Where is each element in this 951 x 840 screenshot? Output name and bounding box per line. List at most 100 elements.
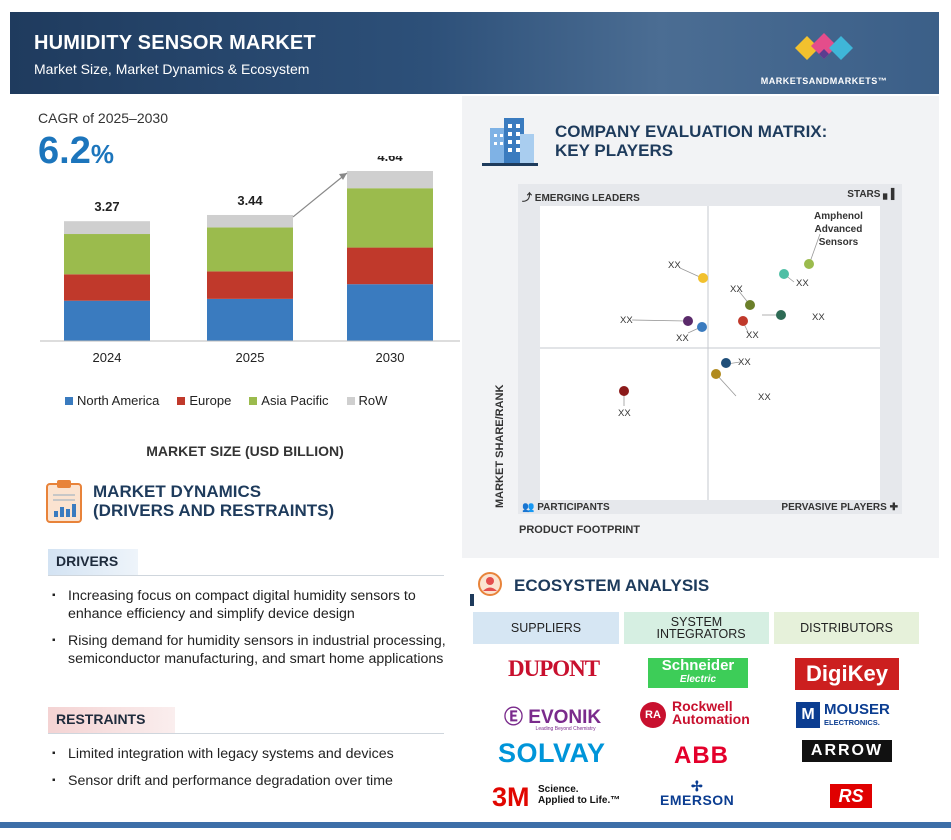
mouser-logo[interactable]: M MOUSER ELECTRONICS. [796, 702, 890, 729]
list-item: Limited integration with legacy systems … [50, 745, 450, 763]
participants-icon: 👥 [522, 502, 535, 513]
bar-chart-icon: ▖▌ [883, 189, 898, 200]
point-label: XX [676, 333, 689, 344]
legend-label: North America [77, 393, 160, 408]
page-subtitle: Market Size, Market Dynamics & Ecosystem [34, 61, 310, 77]
page-title: HUMIDITY SENSOR MARKET [34, 32, 316, 54]
company-evaluation-panel: COMPANY EVALUATION MATRIX: KEY PLAYERS ⤴… [462, 96, 939, 558]
bar-segment [207, 214, 293, 228]
point-label: XX [758, 392, 771, 403]
matrix-point[interactable] [721, 358, 731, 368]
legend-swatch [249, 396, 258, 405]
chart-title: MARKET SIZE (USD BILLION) [146, 443, 344, 459]
evonik-mark-icon: Ⓔ [504, 707, 524, 728]
legend-item: Europe [177, 393, 231, 408]
ecosystem-icon [470, 572, 502, 606]
bar-segment [347, 247, 433, 285]
legend-item: Asia Pacific [249, 393, 329, 408]
matrix-point[interactable] [683, 316, 693, 326]
logo-diamonds-icon [795, 33, 853, 60]
legend-swatch [65, 396, 73, 405]
bar-segment [64, 221, 150, 235]
emerging-leaders-icon: ⤴ [522, 193, 532, 204]
solvay-logo[interactable]: SOLVAY [498, 738, 606, 768]
quadrant-stars: STARS ▖▌ [847, 189, 898, 200]
matrix-point[interactable] [711, 369, 721, 379]
rockwell-automation-logo[interactable]: RA Rockwell Automation [640, 699, 750, 728]
legend-item: North America [65, 393, 159, 408]
dynamics-title: MARKET DYNAMICS (DRIVERS AND RESTRAINTS) [93, 482, 335, 520]
restraints-label: RESTRAINTS [48, 707, 175, 733]
dupont-logo[interactable]: DUPONT [508, 656, 600, 681]
matrix-point[interactable] [779, 269, 789, 279]
highlighted-company-label: Amphenol Advanced Sensors [814, 211, 863, 248]
bar-total-label: 3.44 [237, 193, 263, 208]
bar-segment [207, 227, 293, 272]
evaluation-matrix: ⤴ EMERGING LEADERS STARS ▖▌ 👥 PARTICIPAN… [518, 184, 902, 514]
legend-swatch [346, 396, 355, 405]
3m-logo[interactable]: 3M Science. Applied to Life.™ [492, 782, 621, 812]
matrix-point[interactable] [738, 316, 748, 326]
bar-segment [207, 298, 293, 341]
schneider-electric-logo[interactable]: Schneider Electric [648, 658, 748, 688]
mouser-mark-icon: M [796, 702, 820, 728]
list-item: Sensor drift and performance degradation… [50, 772, 450, 790]
cagr-value: 6.2% [38, 130, 114, 172]
bar-segment [64, 300, 150, 341]
legend-label: RoW [358, 393, 388, 408]
restraints-divider [48, 733, 444, 734]
distributors-header: DISTRIBUTORS [774, 612, 919, 644]
matrix-point[interactable] [698, 273, 708, 283]
market-size-chart: 3.27 2024 3.44 2025 4.64 2030 [40, 156, 460, 365]
matrix-point[interactable] [619, 386, 629, 396]
legend-item: RoW [346, 393, 388, 408]
x-tick-label: 2030 [376, 350, 405, 365]
rs-logo[interactable]: RS [830, 784, 872, 808]
matrix-point[interactable] [776, 310, 786, 320]
quadrant-pervasive-players: PERVASIVE PLAYERS ✚ [781, 502, 898, 513]
quadrant-emerging-leaders: ⤴ EMERGING LEADERS [522, 193, 640, 204]
matrix-point[interactable] [745, 300, 755, 310]
point-label: XX [746, 330, 759, 341]
bar-segment [347, 171, 433, 189]
drivers-divider [48, 575, 444, 576]
marketsandmarkets-logo[interactable]: MARKETSANDMARKETS™ [749, 26, 899, 86]
point-label: XX [620, 315, 633, 326]
bar-segment [64, 274, 150, 301]
bar-segment [207, 271, 293, 299]
matrix-title: COMPANY EVALUATION MATRIX: KEY PLAYERS [555, 122, 828, 160]
matrix-points [619, 233, 821, 406]
matrix-grid [540, 206, 880, 500]
cagr-label: CAGR of 2025–2030 [38, 110, 168, 126]
point-label: XX [812, 312, 825, 323]
point-label: XX [668, 260, 681, 271]
bar-total-label: 3.27 [94, 199, 119, 214]
left-panel: CAGR of 2025–2030 6.2% 3.27 2024 3.44 2025 4… [10, 96, 462, 824]
system-integrators-header: SYSTEM INTEGRATORS [624, 612, 769, 644]
list-item: Increasing focus on compact digital humi… [50, 587, 450, 623]
emerson-logo[interactable]: ✢ EMERSON [660, 778, 735, 808]
restraints-list: Limited integration with legacy systems … [50, 745, 450, 799]
rockwell-mark-icon: RA [640, 702, 666, 728]
bar-segment [64, 234, 150, 275]
chart-legend: North America Europe Asia Pacific RoW [65, 393, 387, 408]
legend-label: Asia Pacific [261, 393, 329, 408]
point-label: XX [796, 278, 809, 289]
evonik-logo[interactable]: Ⓔ EVONIK Leading Beyond Chemistry [504, 707, 602, 732]
ecosystem-title: ECOSYSTEM ANALYSIS [514, 576, 710, 595]
abb-logo[interactable]: ABB [674, 742, 729, 769]
drivers-list: Increasing focus on compact digital humi… [50, 587, 450, 677]
arrow-logo[interactable]: ARROW [802, 740, 892, 762]
clipboard-chart-icon [46, 480, 82, 523]
bar-total-label: 4.64 [377, 156, 403, 164]
bar-segment [347, 284, 433, 341]
point-label: XX [730, 284, 743, 295]
bar-segment [347, 188, 433, 248]
x-axis-label: PRODUCT FOOTPRINT [519, 524, 640, 536]
drivers-label: DRIVERS [48, 549, 138, 575]
ecosystem-panel: ECOSYSTEM ANALYSIS SUPPLIERS SYSTEM INTE… [462, 558, 939, 824]
digikey-logo[interactable]: DigiKey [795, 658, 899, 690]
matrix-point[interactable] [804, 259, 814, 269]
page-header: HUMIDITY SENSOR MARKET Market Size, Mark… [10, 12, 939, 94]
matrix-point[interactable] [697, 322, 707, 332]
